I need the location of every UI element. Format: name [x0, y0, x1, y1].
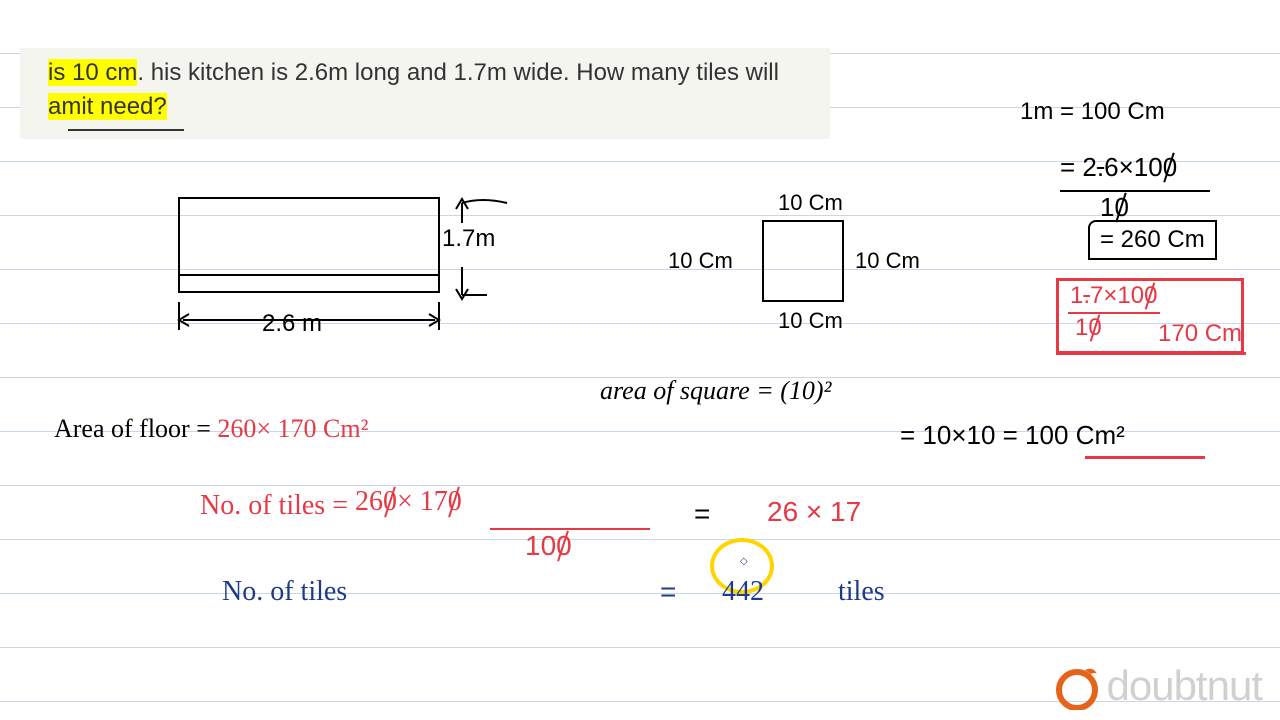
diamond-dot: ◇	[740, 556, 748, 567]
conversion-height-num: 1.7×100	[1070, 282, 1157, 310]
tile-square	[762, 220, 844, 302]
tiles-result-eq: =	[660, 576, 676, 608]
question-hl-1: is 10 cm	[48, 59, 137, 86]
logo-text: doubtnut	[1107, 662, 1263, 710]
area-square-calc: = 10×10 = 100 Cm²	[900, 420, 1125, 451]
kitchen-divider	[180, 274, 438, 276]
tile-label-top: 10 Cm	[778, 190, 843, 216]
conversion-width-denom: 10	[1100, 192, 1129, 223]
question-hl-2: amit need?	[48, 93, 167, 120]
conversion-unit: 1m = 100 Cm	[1020, 98, 1165, 126]
area-floor-value: 260× 170 Cm²	[217, 414, 368, 443]
logo-icon	[1053, 662, 1101, 710]
question-text-1: . his kitchen is 2.6m long and 1.7m wide…	[137, 59, 779, 86]
area-square-label: area of square = (10)²	[600, 376, 831, 406]
tile-label-bottom: 10 Cm	[778, 308, 843, 334]
logo: doubtnut	[1053, 662, 1263, 710]
kitchen-height-label: 1.7m	[442, 225, 495, 253]
conversion-height-denom: 10	[1075, 314, 1102, 342]
tiles-calc-label: No. of tiles =	[200, 490, 355, 521]
equals-sign: =	[694, 498, 710, 530]
fraction-line-1	[1060, 190, 1210, 192]
tiles-result-label: No. of tiles	[222, 576, 347, 608]
question-box: is 10 cm. his kitchen is 2.6m long and 1…	[20, 48, 830, 139]
tiles-calc-denom: 100	[525, 530, 572, 562]
tiles-result-unit: tiles	[838, 576, 885, 608]
conversion-width-result: = 260 Cm	[1088, 220, 1217, 260]
tiles-calc-row: No. of tiles = 260× 170	[200, 490, 462, 522]
kitchen-rectangle	[178, 197, 440, 293]
area-floor-label: Area of floor =	[54, 414, 217, 443]
arrow-down	[452, 265, 492, 305]
red-underline-2	[1085, 456, 1205, 459]
tile-label-right: 10 Cm	[855, 248, 920, 274]
red-underline-1	[1056, 352, 1246, 355]
tiles-calc-simplified: 26 × 17	[767, 496, 861, 528]
tile-label-left: 10 Cm	[668, 248, 733, 274]
area-floor: Area of floor = 260× 170 Cm²	[54, 414, 368, 444]
conversion-height-result: 170 Cm	[1158, 320, 1242, 348]
kitchen-width-label: 2.6 m	[262, 310, 322, 338]
arrow-up	[452, 195, 512, 225]
conversion-width-num: = 2.6×100	[1060, 152, 1177, 183]
tiles-result-value: 442	[722, 576, 764, 608]
tiles-calc-num: 260× 170	[355, 486, 462, 517]
question-underline	[68, 129, 184, 131]
